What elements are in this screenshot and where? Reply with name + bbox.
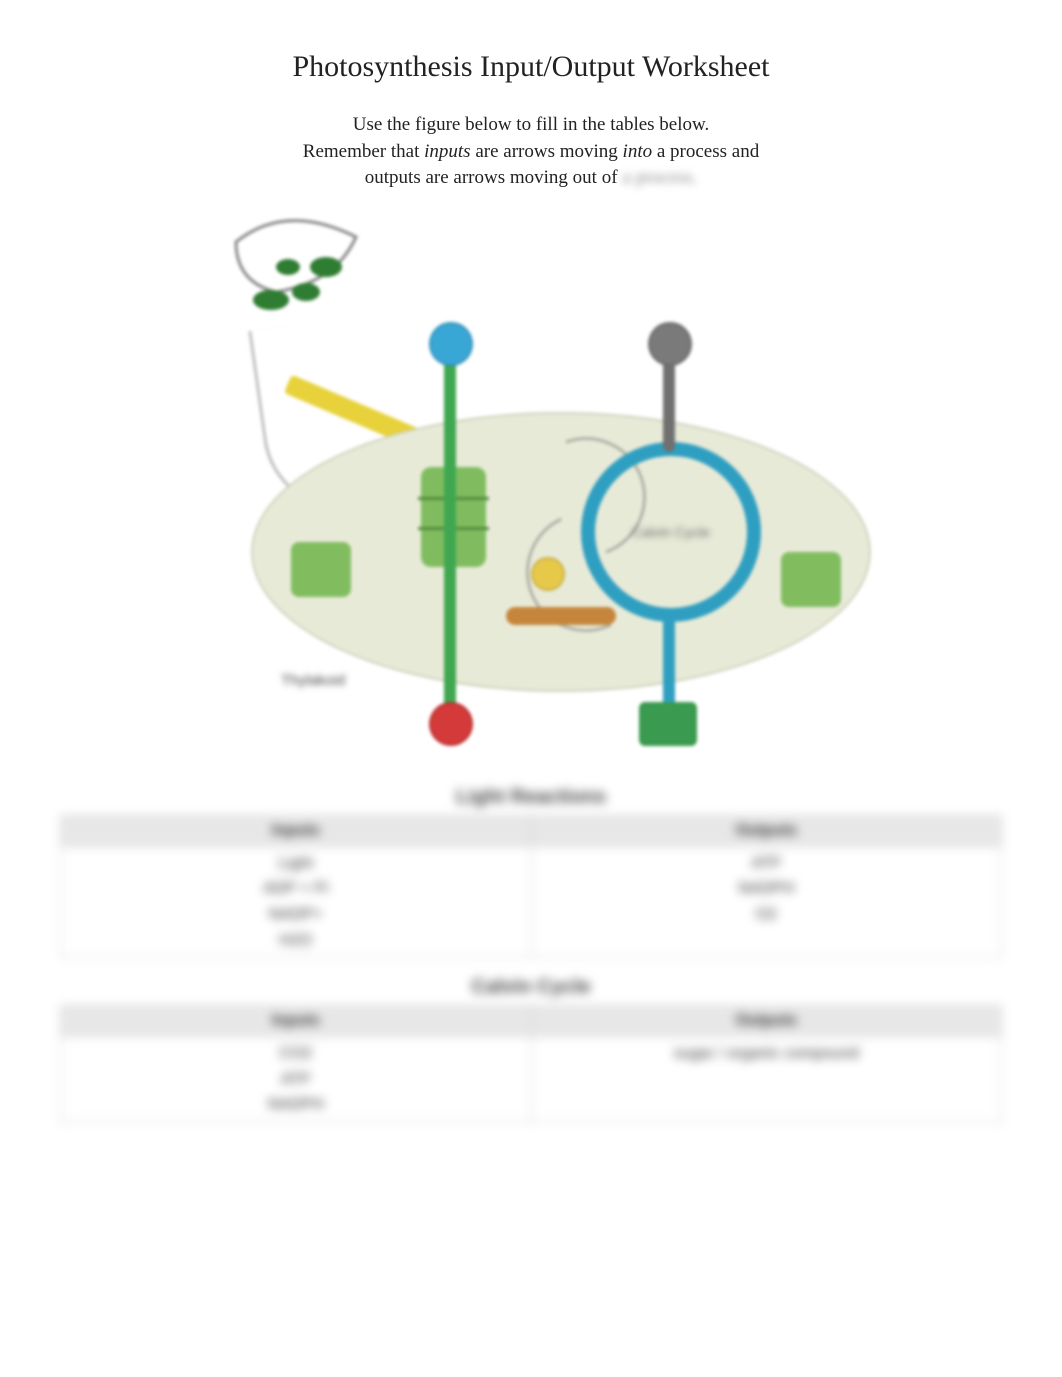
calvin-input-item: CO2 bbox=[69, 1041, 523, 1067]
instructions-line2-mid: are arrows moving bbox=[471, 141, 623, 162]
thylakoid-label: Thylakoid bbox=[281, 672, 345, 689]
calvin-outputs-cell: sugar / organic compound bbox=[531, 1037, 1002, 1123]
light-input-item: H2O bbox=[69, 928, 523, 954]
calvin-cycle-table: Inputs Outputs CO2 ATP NADPH sugar / org… bbox=[60, 1005, 1002, 1123]
light-output-item: O2 bbox=[540, 902, 994, 928]
calvin-inputs-cell: CO2 ATP NADPH bbox=[61, 1037, 532, 1123]
co2-molecule-icon bbox=[648, 322, 692, 366]
sugar-output-icon bbox=[639, 702, 697, 746]
table-header-inputs: Inputs bbox=[61, 1006, 532, 1037]
light-input-item: ADP + Pi bbox=[69, 876, 523, 902]
light-inputs-cell: Light ADP + Pi NADP+ H2O bbox=[61, 846, 532, 957]
instructions-line3-pre: outputs are arrows moving out of bbox=[365, 167, 623, 188]
table-header-outputs: Outputs bbox=[531, 1006, 1002, 1037]
answer-tables-region: Light Reactions Inputs Outputs Light ADP… bbox=[60, 786, 1002, 1123]
light-reactions-title: Light Reactions bbox=[60, 786, 1002, 809]
photosynthesis-diagram: Thylakoid Calvin Cycle bbox=[161, 212, 901, 772]
light-input-item: NADP+ bbox=[69, 902, 523, 928]
light-reactions-table: Inputs Outputs Light ADP + Pi NADP+ H2O … bbox=[60, 815, 1002, 958]
calvin-input-item: ATP bbox=[69, 1067, 523, 1093]
calvin-cycle-ring: Calvin Cycle bbox=[581, 442, 761, 622]
calvin-cycle-title: Calvin Cycle bbox=[60, 976, 1002, 999]
calvin-input-item: NADPH bbox=[69, 1092, 523, 1118]
o2-molecule-icon bbox=[429, 702, 473, 746]
instructions-em-into: into bbox=[623, 141, 653, 162]
instructions-line1: Use the figure below to fill in the tabl… bbox=[353, 114, 710, 135]
calvin-output-item: sugar / organic compound bbox=[540, 1041, 994, 1067]
light-input-item: Light bbox=[69, 851, 523, 877]
atp-molecule-icon bbox=[531, 557, 565, 591]
instructions-line2-pre: Remember that bbox=[303, 141, 424, 162]
h2o-input-pipe bbox=[444, 342, 456, 712]
h2o-molecule-icon bbox=[429, 322, 473, 366]
page-title: Photosynthesis Input/Output Worksheet bbox=[60, 50, 1002, 84]
instructions: Use the figure below to fill in the tabl… bbox=[211, 112, 851, 192]
instructions-line2-post: a process and bbox=[652, 141, 759, 162]
grana-stack bbox=[781, 552, 841, 607]
light-output-item: NADPH bbox=[540, 876, 994, 902]
table-header-outputs: Outputs bbox=[531, 815, 1002, 846]
grana-stack bbox=[291, 542, 351, 597]
adp-bar-icon bbox=[506, 607, 616, 625]
light-output-item: ATP bbox=[540, 851, 994, 877]
table-header-inputs: Inputs bbox=[61, 815, 532, 846]
light-outputs-cell: ATP NADPH O2 bbox=[531, 846, 1002, 957]
instructions-em-inputs: inputs bbox=[424, 141, 470, 162]
calvin-cycle-label: Calvin Cycle bbox=[595, 456, 747, 608]
instructions-blurred-word: a process. bbox=[622, 167, 697, 188]
